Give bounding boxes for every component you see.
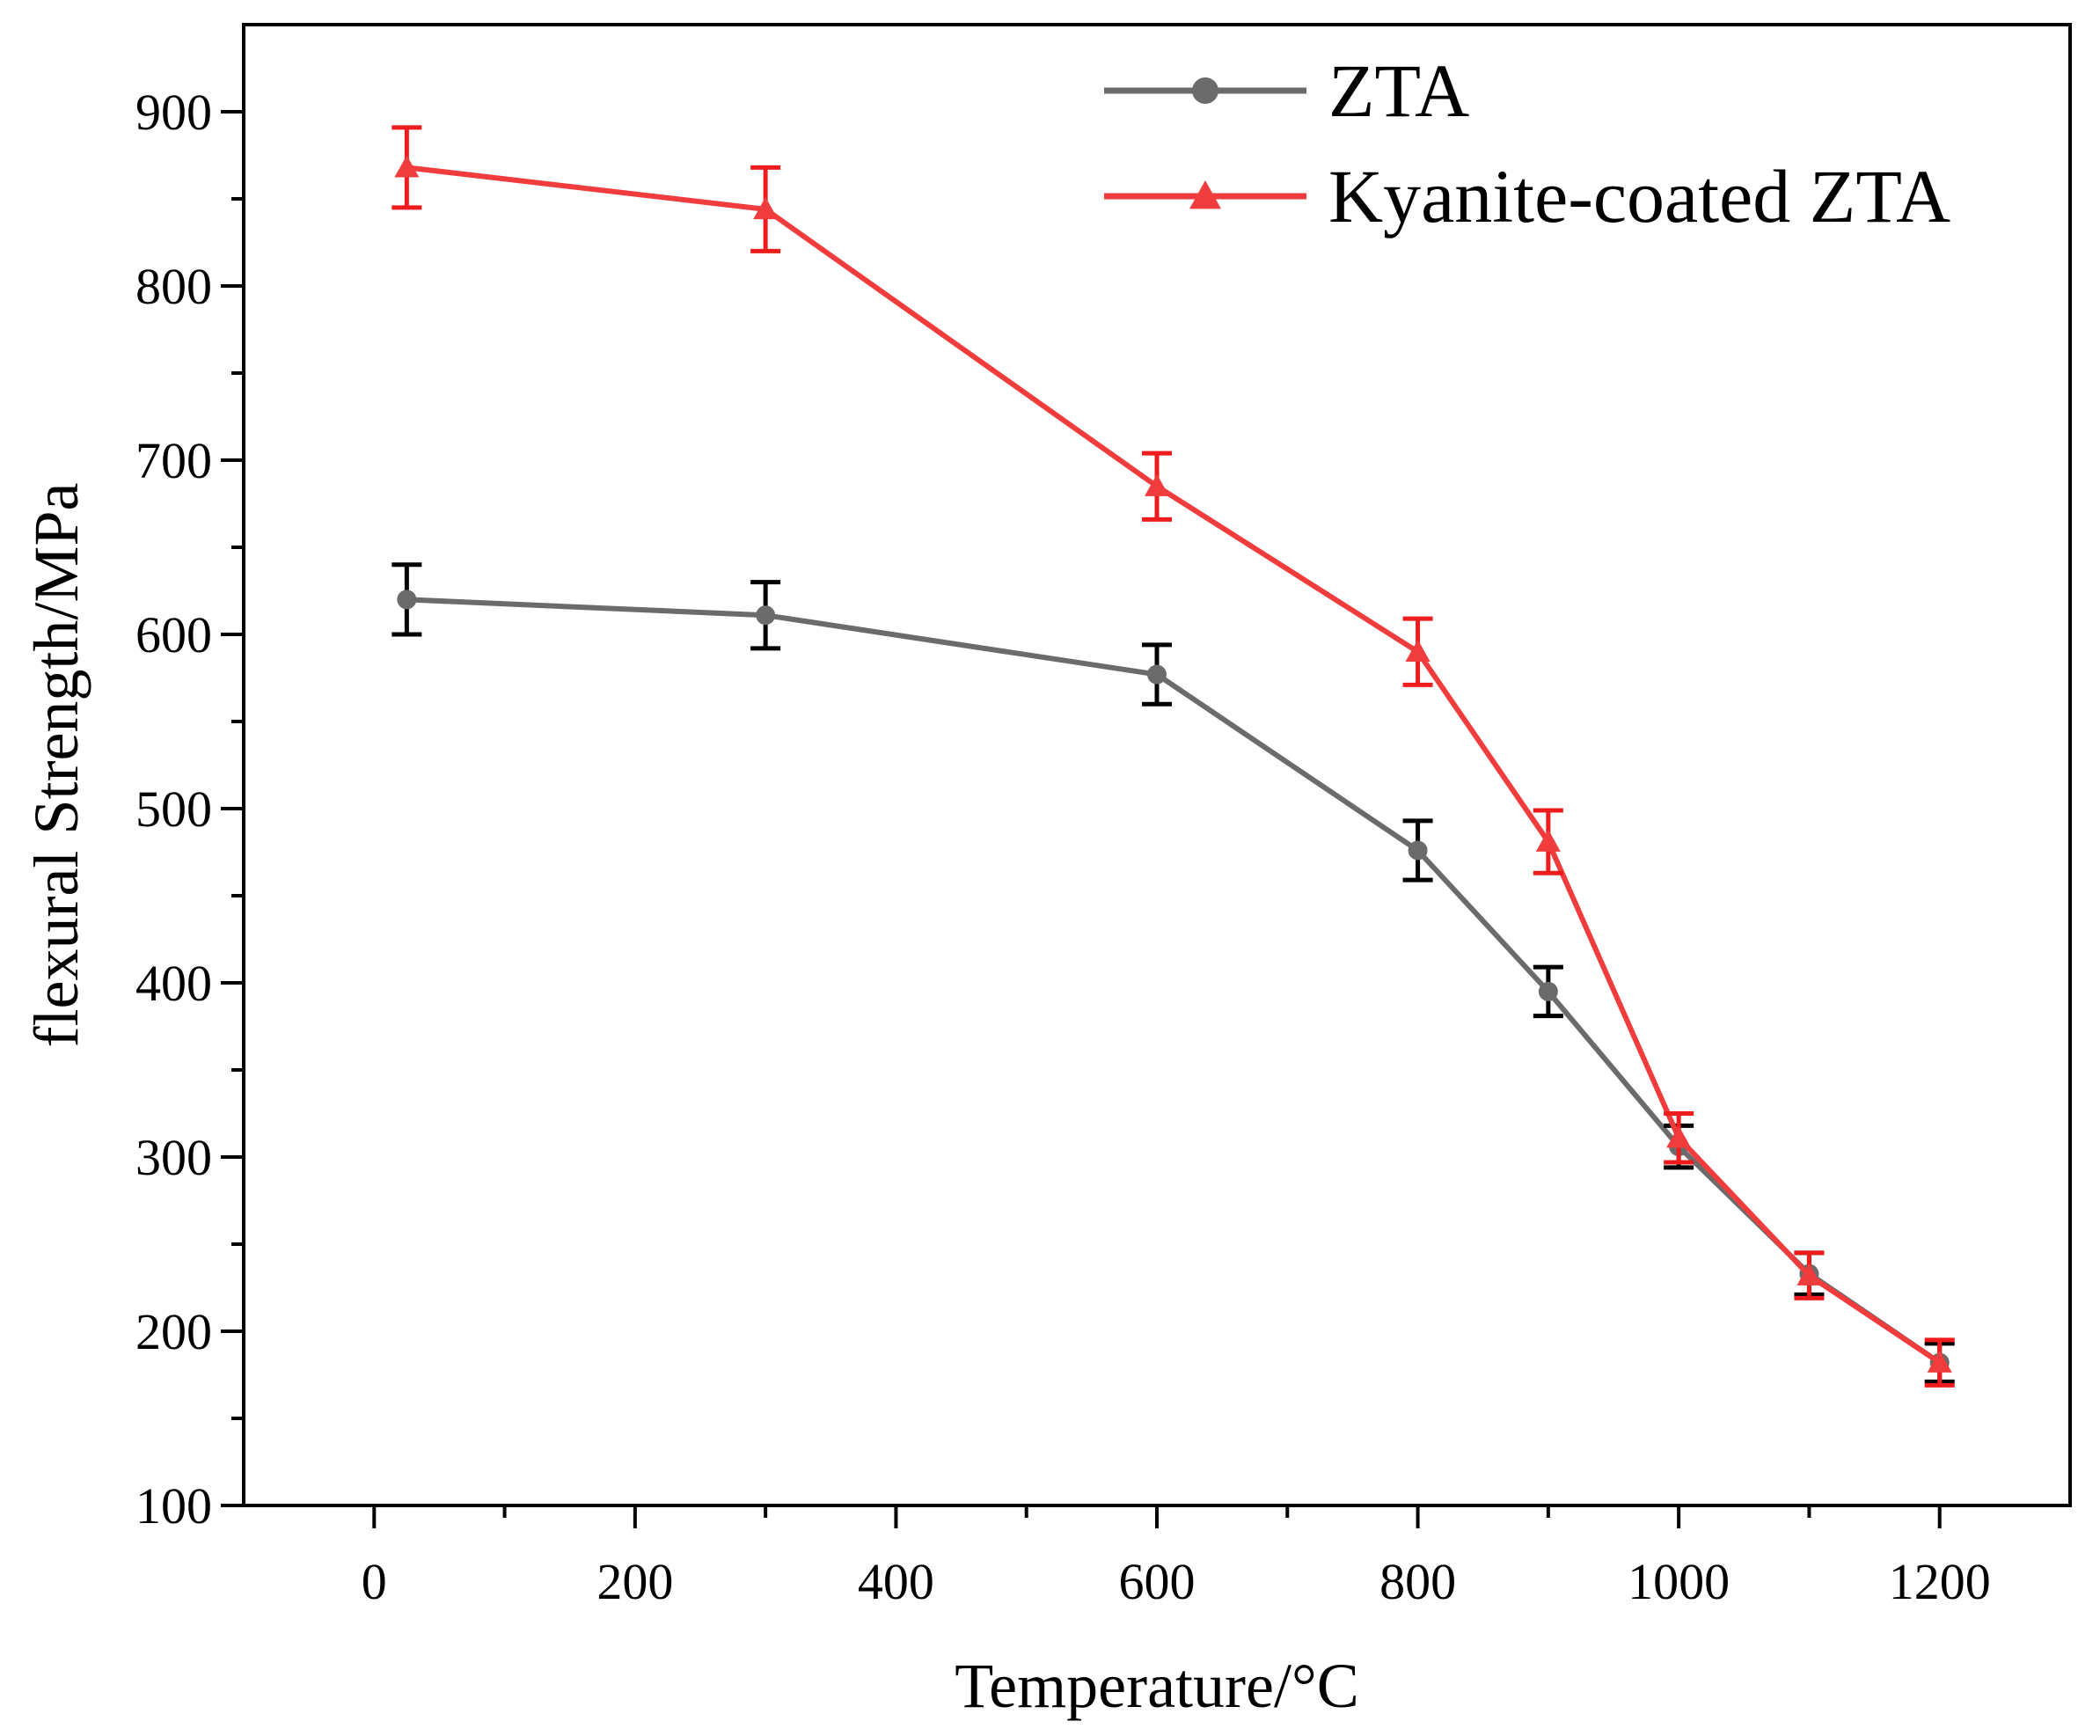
y-tick-label: 400 bbox=[135, 955, 212, 1012]
y-tick-label: 100 bbox=[135, 1477, 212, 1535]
data-point-triangle bbox=[1666, 1125, 1692, 1148]
legend-item-kyanite-coated-zta: Kyanite-coated ZTA bbox=[1104, 154, 1950, 238]
x-tick-label: 600 bbox=[1119, 1553, 1196, 1610]
data-point-triangle bbox=[1145, 473, 1169, 496]
legend-item-zta: ZTA bbox=[1104, 48, 1469, 133]
y-tick-label: 700 bbox=[135, 432, 212, 489]
data-point-triangle bbox=[1927, 1350, 1952, 1373]
y-tick-label: 900 bbox=[135, 84, 212, 141]
x-tick-label: 1200 bbox=[1889, 1553, 1991, 1610]
y-axis-title: flexural Strength/MPa bbox=[21, 483, 91, 1048]
x-axis-title: Temperature/°C bbox=[955, 1651, 1359, 1721]
data-point-triangle bbox=[394, 155, 420, 178]
y-tick-label: 600 bbox=[135, 606, 212, 663]
legend-marker-triangle bbox=[1189, 180, 1221, 209]
data-point-triangle bbox=[753, 196, 779, 220]
data-point-circle bbox=[397, 590, 417, 610]
legend-marker-circle bbox=[1192, 77, 1218, 104]
data-point-circle bbox=[1147, 664, 1167, 685]
data-point-triangle bbox=[1535, 829, 1561, 852]
series-line bbox=[406, 165, 1942, 1366]
x-tick-label: 1000 bbox=[1628, 1553, 1730, 1610]
legend: ZTA Kyanite-coated ZTA bbox=[1104, 48, 1950, 238]
data-point-triangle bbox=[1796, 1263, 1822, 1286]
data-point-circle bbox=[1408, 840, 1428, 861]
y-tick-label: 500 bbox=[135, 780, 212, 838]
x-tick-label: 800 bbox=[1379, 1553, 1456, 1610]
x-tick-label: 200 bbox=[596, 1553, 673, 1610]
y-tick-label: 200 bbox=[135, 1303, 212, 1360]
series-kyanite-coated-zta bbox=[391, 125, 1955, 1388]
data-point-circle bbox=[1538, 981, 1558, 1001]
y-tick-label: 800 bbox=[135, 258, 212, 315]
x-tick-label: 0 bbox=[362, 1553, 387, 1610]
data-point-circle bbox=[756, 605, 776, 626]
series-layer bbox=[391, 125, 1955, 1388]
x-axis: 0 200 400 600 800 1000 1200 bbox=[362, 1505, 1991, 1610]
x-tick-label: 400 bbox=[858, 1553, 934, 1610]
legend-label: Kyanite-coated ZTA bbox=[1328, 154, 1950, 238]
y-tick-label: 300 bbox=[135, 1129, 212, 1186]
data-point-triangle bbox=[1405, 639, 1430, 662]
y-axis: 100 200 300 400 500 600 700 800 900 bbox=[135, 84, 244, 1535]
legend-label: ZTA bbox=[1328, 48, 1469, 133]
